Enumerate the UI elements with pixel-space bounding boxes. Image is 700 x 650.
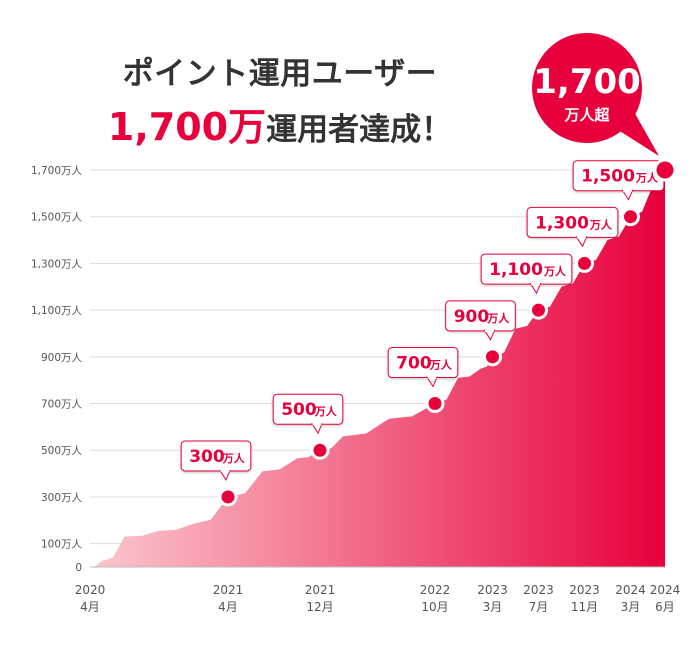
callout-value: 1,500: [581, 167, 635, 187]
callout-box: [180, 440, 252, 472]
x-tick-month: 3月: [621, 600, 641, 614]
total-badge: 1,700 万人超: [532, 33, 659, 156]
callout-unit: 万人: [429, 358, 453, 372]
x-tick-year: 2024: [615, 583, 646, 597]
x-tick-year: 2020: [75, 583, 106, 597]
callout-value: 300: [189, 447, 225, 467]
milestone-marker: [529, 300, 548, 320]
x-tick-year: 2023: [477, 583, 508, 597]
y-tick-label: 1,700万人: [31, 165, 83, 177]
y-tick-label: 1,300万人: [31, 258, 83, 270]
callout-value: 700: [396, 354, 432, 374]
callout-pointer-cover: [485, 328, 494, 332]
callout-unit: 万人: [222, 451, 246, 465]
y-tick-label: 1,500万人: [31, 212, 83, 224]
badge-circle: [532, 33, 642, 143]
x-tick-month: 11月: [571, 600, 598, 614]
callout-value: 500: [281, 400, 317, 420]
callout-unit: 万人: [314, 404, 338, 418]
x-tick-year: 2021: [213, 583, 244, 597]
callout-box: [526, 206, 619, 238]
callout-value: 900: [454, 307, 490, 327]
x-tick-month: 12月: [306, 600, 333, 614]
headline-highlight: 1,700万: [107, 105, 267, 149]
milestone-callout: 1,300 万人: [526, 206, 619, 248]
milestone-callout: 1,100 万人: [480, 253, 573, 295]
milestone-marker: [425, 394, 445, 414]
milestone-marker: [218, 487, 238, 507]
callout-unit: 万人: [486, 311, 510, 325]
y-tick-label: 900万人: [41, 352, 83, 364]
milestone-marker: [575, 253, 594, 273]
badge-unit: 万人超: [563, 106, 610, 124]
callout-value: 1,300: [535, 213, 589, 233]
y-tick-label: 700万人: [41, 399, 83, 411]
x-tick-month: 4月: [218, 600, 238, 614]
callout-box: [387, 347, 459, 379]
badge-value: 1,700: [533, 62, 641, 102]
callout-pointer-cover: [531, 282, 540, 286]
milestone-marker: [483, 347, 502, 367]
callout-pointer-cover: [623, 188, 632, 192]
sub-headline: 1,700万運用者達成！: [60, 96, 500, 151]
callout-unit: 万人: [543, 264, 567, 278]
x-tick-month: 7月: [529, 600, 549, 614]
callout-pointer-cover: [427, 375, 437, 379]
callout-unit: 万人: [635, 171, 659, 185]
x-tick-year: 2024: [650, 583, 681, 597]
milestone-callout: 500万人: [272, 393, 344, 435]
milestone-callout: 300万人: [180, 440, 252, 482]
x-tick-month: 3月: [483, 600, 503, 614]
x-tick-month: 4月: [80, 600, 100, 614]
callout-pointer-cover: [577, 235, 586, 239]
x-tick-year: 2022: [420, 583, 451, 597]
callout-box: [445, 300, 516, 332]
headline: ポイント運用ユーザー: [122, 56, 438, 92]
x-tick-year: 2023: [523, 583, 554, 597]
milestone-marker: [653, 158, 677, 182]
y-tick-label: 0: [75, 562, 82, 574]
milestone-callout: 1,500 万人: [572, 160, 665, 201]
callout-box: [272, 393, 344, 425]
y-tick-label: 500万人: [41, 445, 83, 457]
milestone-callout: 700万人: [387, 347, 459, 388]
x-tick-month: 10月: [421, 600, 448, 614]
callout-pointer-cover: [312, 422, 322, 426]
y-tick-label: 300万人: [41, 492, 83, 504]
series-area: [90, 170, 665, 567]
y-tick-label: 1,100万人: [31, 305, 83, 317]
x-tick-year: 2023: [569, 583, 600, 597]
callout-pointer-cover: [220, 468, 230, 472]
x-tick-month: 6月: [655, 600, 675, 614]
callout-value: 1,100: [489, 260, 543, 280]
callout-box: [480, 253, 573, 285]
milestone-callout: 900万人: [445, 300, 516, 341]
x-tick-year: 2021: [305, 583, 336, 597]
y-tick-label: 100万人: [41, 539, 83, 551]
milestone-marker: [310, 440, 330, 460]
headline-rest: 運用者達成！: [266, 112, 453, 148]
callout-unit: 万人: [589, 217, 613, 231]
milestone-marker: [621, 207, 640, 227]
